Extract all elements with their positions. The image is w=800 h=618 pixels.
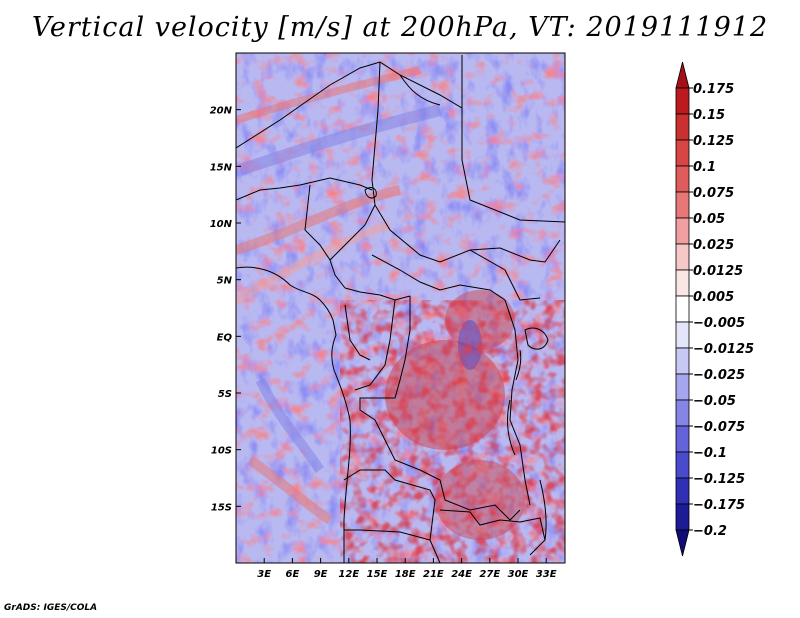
lon-tick-label: 3E xyxy=(257,569,271,580)
colorbar-swatch xyxy=(675,217,690,245)
colorbar-label: 0.175 xyxy=(693,82,734,97)
map-title: Vertical velocity [m/s] at 200hPa, VT: 2… xyxy=(31,12,769,43)
colorbar-label: −0.005 xyxy=(693,316,745,331)
colorbar-label: −0.0125 xyxy=(693,342,754,357)
vertical-velocity-field xyxy=(236,53,565,563)
convective-cluster xyxy=(340,290,565,563)
colorbar-label: −0.125 xyxy=(693,472,745,487)
colorbar-swatch xyxy=(675,191,690,219)
colorbar-label: 0.1 xyxy=(693,160,716,175)
border-drc xyxy=(359,296,521,521)
colorbar-label: 0.05 xyxy=(693,212,725,227)
lon-tick-label: 30E xyxy=(508,569,529,580)
lon-tick-label: 24E xyxy=(451,569,472,580)
lon-tick-label: 21E xyxy=(423,569,444,580)
colorbar-label: 0.025 xyxy=(693,238,734,253)
lat-tick-label: 20N xyxy=(210,106,233,117)
colorbar-label: 0.125 xyxy=(693,134,734,149)
colorbar-label: 0.0125 xyxy=(693,264,743,279)
lon-tick-label: 15E xyxy=(367,569,388,580)
colorbar-swatch xyxy=(675,87,690,115)
lat-tick-label: 15N xyxy=(210,162,233,173)
lat-tick-label: 10N xyxy=(210,219,233,230)
border-east xyxy=(504,299,531,506)
colorbar-swatch xyxy=(675,269,690,297)
grads-credit: GrADS: IGES/COLA xyxy=(4,603,98,613)
colorbar-swatch xyxy=(675,139,690,167)
border-nigeria xyxy=(236,177,373,289)
colorbar-label: 0.15 xyxy=(693,108,725,123)
lat-tick-label: 5N xyxy=(217,276,233,287)
colorbar-label: −0.075 xyxy=(693,420,745,435)
colorbar-swatch xyxy=(675,399,690,427)
lon-tick-label: 12E xyxy=(338,569,359,580)
colorbar-swatch xyxy=(675,243,690,271)
colorbar-swatch xyxy=(675,165,690,193)
lon-tick-label: 33E xyxy=(536,569,557,580)
lake-tanganyika xyxy=(507,349,522,456)
colorbar-swatch xyxy=(675,425,690,453)
lat-tick-label: 10S xyxy=(211,446,232,457)
coastline xyxy=(236,266,351,563)
lon-tick-label: 9E xyxy=(314,569,328,580)
field-streaks xyxy=(236,66,442,525)
border-congo xyxy=(344,299,396,391)
colorbar-swatch xyxy=(675,321,690,349)
lat-tick-label: EQ xyxy=(217,332,233,343)
country-borders xyxy=(236,55,565,563)
border-libya-egypt xyxy=(461,108,565,223)
colorbar-label: −0.1 xyxy=(693,446,727,461)
lon-tick-label: 6E xyxy=(286,569,300,580)
colorbar-swatch xyxy=(675,503,690,531)
border-angola xyxy=(343,469,441,563)
lon-tick-label: 18E xyxy=(395,569,416,580)
colorbar-label: 0.005 xyxy=(693,290,734,305)
border-car xyxy=(371,254,506,301)
border-chad xyxy=(371,61,541,301)
longitude-axis: 3E 6E 9E 12E 15E 18E 21E 24E 27E 30E 33E xyxy=(257,558,557,580)
colorbar-swatch xyxy=(675,113,690,141)
border-sudan xyxy=(469,239,561,263)
colorbar-swatch xyxy=(675,295,690,323)
colorbar-label: −0.2 xyxy=(693,524,727,539)
colorbar-swatch xyxy=(675,347,690,375)
lon-tick-label: 27E xyxy=(479,569,500,580)
colorbar-swatch xyxy=(675,451,690,479)
colorbar-label: 0.075 xyxy=(693,186,734,201)
latitude-axis: 20N 15N 10N 5N EQ 5S 10S 15S xyxy=(210,106,241,513)
colorbar-swatch xyxy=(675,477,690,505)
colorbar-label: −0.05 xyxy=(693,394,736,409)
colorbar: 0.175 0.15 0.125 0.1 0.075 0.05 0.025 0.0125 0.0… xyxy=(675,61,754,557)
border-zambia xyxy=(439,509,546,556)
lat-tick-label: 5S xyxy=(218,389,232,400)
colorbar-label: −0.175 xyxy=(693,498,745,513)
colorbar-swatch xyxy=(675,61,690,89)
border-namibia xyxy=(344,529,431,541)
lake-chad xyxy=(364,187,377,199)
border-cameroon xyxy=(329,204,411,301)
nile-region xyxy=(399,74,441,106)
colorbar-swatch xyxy=(675,529,690,557)
colorbar-swatch xyxy=(675,373,690,401)
colorbar-label: −0.025 xyxy=(693,368,745,383)
lat-tick-label: 15S xyxy=(211,502,232,513)
plot-frame xyxy=(235,52,566,564)
lake-victoria xyxy=(524,327,549,350)
lake-malawi xyxy=(539,479,547,541)
